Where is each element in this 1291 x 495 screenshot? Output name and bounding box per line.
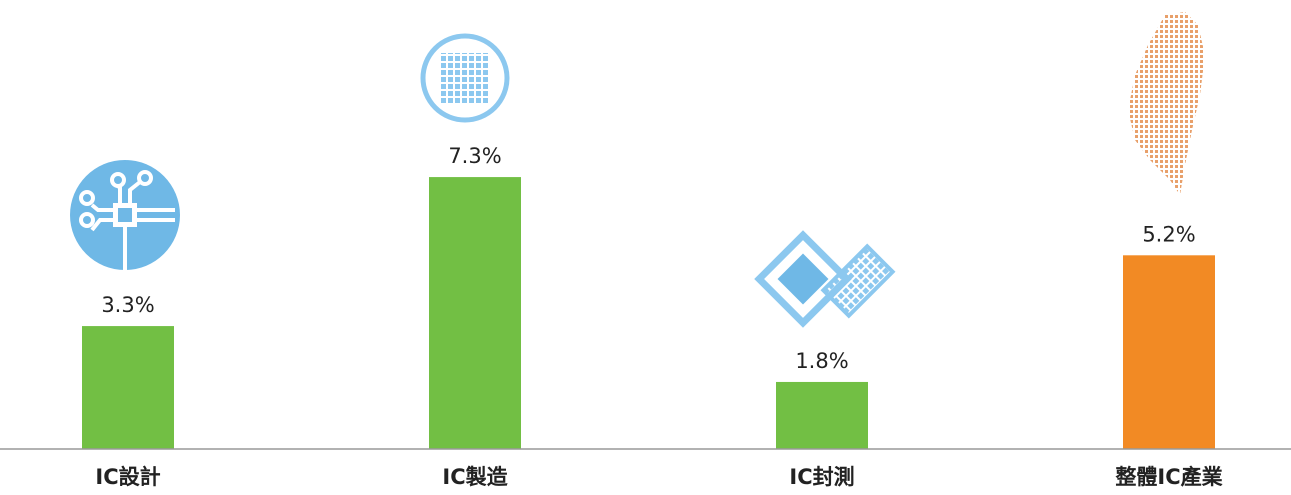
bar xyxy=(429,177,521,449)
icon-wafer xyxy=(420,33,510,123)
value-label: 5.2% xyxy=(1142,222,1195,246)
x-tick-label: 整體IC產業 xyxy=(1115,465,1223,489)
value-label: 7.3% xyxy=(448,144,501,168)
bar xyxy=(776,381,868,449)
x-tick-label: IC封測 xyxy=(789,465,854,489)
value-label: 3.3% xyxy=(101,293,154,317)
value-label: 1.8% xyxy=(795,349,848,373)
icon-design xyxy=(70,160,180,270)
icon-package xyxy=(754,230,896,328)
x-tick-label: IC製造 xyxy=(442,465,508,489)
x-tick-label: IC設計 xyxy=(95,465,160,489)
bar xyxy=(82,326,174,449)
icon-taiwan xyxy=(1128,12,1205,195)
bar xyxy=(1123,255,1215,449)
